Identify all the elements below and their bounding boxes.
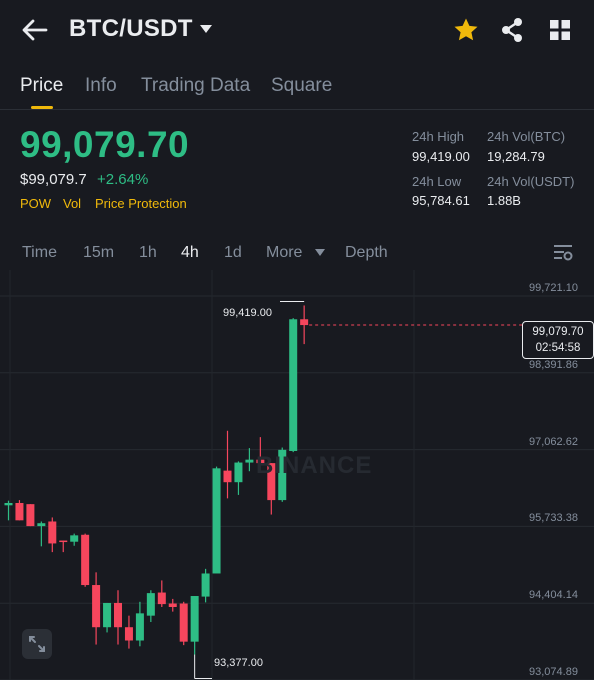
candle-body (212, 468, 221, 574)
candle-body (245, 459, 254, 463)
y-axis-tick-label: 97,062.62 (529, 435, 578, 448)
candlestick-chart[interactable] (0, 270, 594, 680)
candle-body (289, 319, 298, 451)
tab-price[interactable]: Price (20, 75, 64, 96)
y-axis-tick-label: 94,404.14 (529, 589, 578, 602)
candle-body (48, 521, 57, 544)
interval-more[interactable]: More (266, 244, 303, 261)
expand-icon (29, 636, 45, 652)
candle-body (190, 596, 199, 642)
candle-body (201, 573, 210, 597)
candle-countdown: 02:54:58 (535, 342, 581, 354)
usd-price: $99,079.7 (20, 171, 87, 188)
share-icon[interactable] (500, 17, 524, 43)
last-price: 99,079.70 (20, 124, 190, 165)
candle-body (81, 534, 90, 586)
active-tab-indicator (31, 106, 53, 109)
low-marker-label: 93,377.00 (214, 657, 263, 669)
candle-body (92, 585, 101, 628)
chevron-down-icon[interactable] (315, 249, 325, 257)
y-axis-tick-label: 98,391.86 (529, 358, 578, 371)
stat-vol-usdt-value: 1.88B (487, 193, 521, 208)
tag-vol[interactable]: Vol (63, 196, 82, 211)
stat-vol-btc-value: 19,284.79 (487, 149, 545, 164)
trading-pair-title[interactable]: BTC/USDT (69, 15, 193, 42)
candle-body (256, 459, 265, 464)
candle-body (135, 613, 144, 641)
main-tabs: Price Info Trading Data Square (0, 66, 594, 110)
grid-icon[interactable] (549, 19, 571, 41)
candle-body (114, 602, 122, 628)
candle-body (124, 627, 133, 641)
tag-price-protection[interactable]: Price Protection (95, 196, 187, 211)
y-axis-tick-label: 99,721.10 (529, 282, 578, 294)
interval-1h[interactable]: 1h (139, 244, 157, 261)
fullscreen-button[interactable] (22, 629, 52, 659)
high-marker-label: 99,419.00 (223, 307, 272, 319)
interval-depth[interactable]: Depth (345, 244, 388, 261)
stat-vol-usdt-label: 24h Vol(USDT) (487, 174, 575, 189)
candle-body (70, 535, 79, 542)
stat-high-value: 99,419.00 (412, 149, 470, 164)
interval-time[interactable]: Time (22, 244, 57, 261)
candle-body (146, 593, 155, 616)
stat-vol-btc-label: 24h Vol(BTC) (487, 129, 566, 144)
candle-body (168, 603, 177, 607)
candle-body (179, 603, 188, 642)
candle-body (4, 502, 13, 506)
interval-15m[interactable]: 15m (83, 244, 115, 261)
stat-low-label: 24h Low (412, 174, 462, 189)
interval-1d[interactable]: 1d (224, 244, 242, 261)
y-axis-tick-label: 95,733.38 (529, 512, 578, 525)
chart-settings-icon[interactable] (552, 243, 574, 263)
candle-body (26, 504, 35, 527)
y-axis-tick-label: 93,074.89 (529, 666, 578, 678)
tab-info[interactable]: Info (85, 75, 117, 96)
star-icon[interactable] (453, 17, 479, 43)
candle-body (234, 462, 243, 483)
candle-body (103, 602, 112, 628)
candle-body (278, 449, 287, 501)
candle-body (267, 463, 276, 501)
tag-pow[interactable]: POW (20, 196, 52, 211)
chart-canvas (0, 270, 594, 680)
back-arrow-icon[interactable] (20, 16, 50, 44)
stat-high-label: 24h High (412, 129, 465, 144)
tab-trading-data[interactable]: Trading Data (141, 75, 251, 96)
candle-body (59, 540, 68, 543)
candle-body (37, 523, 46, 527)
chevron-down-icon[interactable] (199, 24, 213, 34)
tab-square[interactable]: Square (271, 75, 333, 96)
candle-body (157, 592, 166, 605)
interval-4h[interactable]: 4h (181, 244, 199, 261)
candle-body (223, 470, 232, 483)
interval-bar: Time 15m 1h 4h 1d More Depth (0, 238, 594, 270)
chart-watermark: BINANCE (256, 452, 373, 479)
last-price-tag: 99,079.70 02:54:58 (522, 321, 594, 359)
last-price-tag-value: 99,079.70 (532, 326, 584, 338)
header: BTC/USDT (0, 0, 594, 60)
candle-body (15, 502, 24, 521)
price-change-percent: +2.64% (97, 171, 149, 188)
candle-body (300, 319, 309, 326)
stat-low-value: 95,784.61 (412, 193, 470, 208)
